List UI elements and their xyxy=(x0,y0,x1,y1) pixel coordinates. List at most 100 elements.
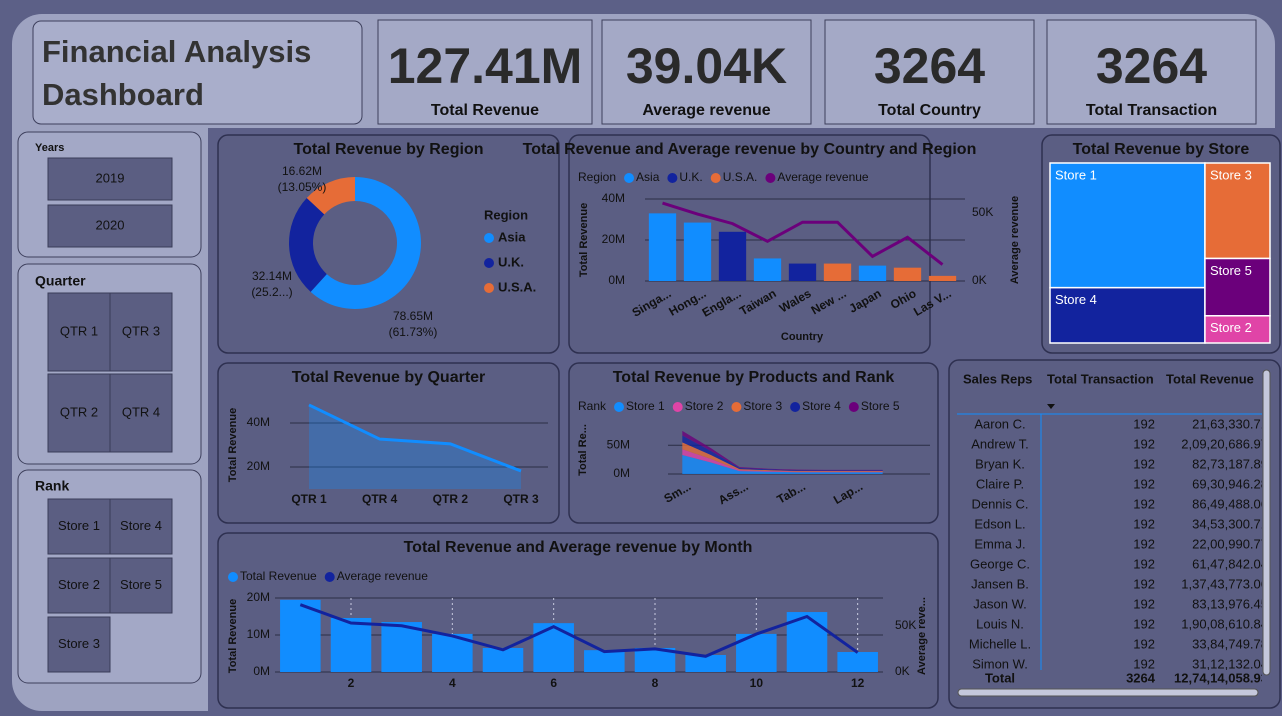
legend-marker xyxy=(848,402,859,412)
bar xyxy=(858,265,887,281)
slicer-option[interactable]: 2019 xyxy=(96,170,125,185)
bar xyxy=(928,275,957,281)
slicer-option[interactable]: QTR 4 xyxy=(122,404,160,419)
y-tick-label: 20M xyxy=(247,459,270,473)
table-cell: 34,53,300.71 xyxy=(1192,516,1268,531)
kpi-card xyxy=(1046,19,1257,125)
y-tick-label: 50M xyxy=(607,437,630,451)
slicer-button[interactable] xyxy=(109,557,173,614)
table-cell: Andrew T. xyxy=(971,436,1029,451)
table-cell: 192 xyxy=(1133,656,1155,671)
slicer-option[interactable]: Store 1 xyxy=(58,518,100,533)
slicer-option[interactable]: Store 4 xyxy=(120,518,162,533)
table-cell: 192 xyxy=(1133,496,1155,511)
kpi-card xyxy=(824,19,1035,125)
slicer-button[interactable] xyxy=(47,498,111,555)
bar xyxy=(482,647,524,672)
table-cell: Edson L. xyxy=(974,516,1025,531)
slicer-button[interactable] xyxy=(109,292,173,372)
slicer-button[interactable] xyxy=(47,616,111,673)
legend-marker xyxy=(731,402,742,412)
slicer-option[interactable]: Store 5 xyxy=(120,577,162,592)
slicer-option[interactable]: QTR 3 xyxy=(122,323,160,338)
column-header[interactable]: Total Transaction xyxy=(1047,371,1154,386)
kpi-value: 127.41M xyxy=(388,38,583,94)
chart-panel xyxy=(568,134,931,354)
y2-tick-label: 0K xyxy=(972,273,987,287)
legend-label: U.K. xyxy=(498,254,524,269)
slicer-button[interactable] xyxy=(47,157,173,201)
bar xyxy=(683,222,712,281)
chart-title: Total Revenue and Average revenue by Cou… xyxy=(523,141,977,158)
chart-title: Total Revenue by Quarter xyxy=(292,369,486,386)
table-rows: Aaron C. 192 21,63,330.71 Andrew T. 192 2,09,… xyxy=(969,416,1268,671)
table-cell: 192 xyxy=(1133,536,1155,551)
x-axis-label: Country xyxy=(781,331,824,343)
legend-marker xyxy=(765,173,776,183)
legend-marker xyxy=(667,173,678,183)
y2-tick-label: 0K xyxy=(895,664,910,678)
legend-label: Average revenue xyxy=(777,170,869,184)
legend-marker xyxy=(672,402,683,412)
kpi-label: Total Transaction xyxy=(1086,102,1217,119)
data-label-percent: (13.05%) xyxy=(278,180,327,194)
y-tick-label: 20M xyxy=(602,232,625,246)
total-cell: 12,74,14,058.93 xyxy=(1174,670,1268,685)
table-cell: 192 xyxy=(1133,456,1155,471)
slicer-option[interactable]: 2020 xyxy=(96,217,125,232)
x-tick-label: 8 xyxy=(652,676,659,690)
slicer-button[interactable] xyxy=(109,498,173,555)
table-cell: Louis N. xyxy=(976,616,1024,631)
column-header[interactable]: Total Revenue xyxy=(1166,371,1254,386)
x-tick-label: QTR 3 xyxy=(503,492,539,506)
table-cell: 192 xyxy=(1133,416,1155,431)
legend-label: Asia xyxy=(498,229,526,244)
bar xyxy=(330,617,372,672)
slicer-button[interactable] xyxy=(47,373,111,453)
y-tick-label: 40M xyxy=(247,415,270,429)
donut-slice xyxy=(306,177,355,215)
slicer-button[interactable] xyxy=(47,292,111,372)
treemap-label: Store 5 xyxy=(1210,263,1252,278)
data-label-percent: (61.73%) xyxy=(389,325,438,339)
legend-marker xyxy=(710,173,721,183)
bar xyxy=(823,263,852,281)
h-scrollbar[interactable] xyxy=(957,688,1259,697)
chart-panel xyxy=(217,362,560,524)
slicer-option[interactable]: QTR 2 xyxy=(60,404,98,419)
chart-title: Total Revenue by Region xyxy=(294,141,484,158)
slicer-option[interactable]: QTR 1 xyxy=(60,323,98,338)
bar xyxy=(381,622,422,672)
kpi-value: 3264 xyxy=(1096,38,1207,94)
bar xyxy=(893,267,922,281)
slicer-button[interactable] xyxy=(109,373,173,453)
kpi-label: Total Country xyxy=(878,102,981,119)
bar xyxy=(584,650,625,672)
line xyxy=(299,603,859,658)
table-cell: 192 xyxy=(1133,436,1155,451)
table-panel xyxy=(948,359,1281,709)
legend-marker xyxy=(324,572,335,582)
legend-title: Region xyxy=(578,170,616,184)
table-cell: 33,84,749.78 xyxy=(1192,636,1268,651)
y-tick-label: 40M xyxy=(602,191,625,205)
v-scrollbar[interactable] xyxy=(1262,369,1271,676)
column-header[interactable]: Sales Reps xyxy=(963,371,1032,386)
legend-label: U.S.A. xyxy=(723,170,758,184)
legend-label: Asia xyxy=(636,170,660,184)
y2-axis-label: Average reve... xyxy=(916,597,928,675)
slicer-option[interactable]: Store 3 xyxy=(58,636,100,651)
table-cell: Dennis C. xyxy=(971,496,1028,511)
treemap-cell xyxy=(1049,162,1206,289)
legend-label: Average revenue xyxy=(337,569,429,583)
table-cell: 192 xyxy=(1133,476,1155,491)
slicer-button[interactable] xyxy=(47,557,111,614)
kpi-value: 3264 xyxy=(874,38,985,94)
slicer-option[interactable]: Store 2 xyxy=(58,577,100,592)
slicer-button[interactable] xyxy=(47,204,173,248)
y-tick-label: 0M xyxy=(608,273,625,287)
treemap-label: Store 3 xyxy=(1210,167,1252,182)
kpi-value: 39.04K xyxy=(626,38,787,94)
treemap-cell xyxy=(1049,286,1206,344)
